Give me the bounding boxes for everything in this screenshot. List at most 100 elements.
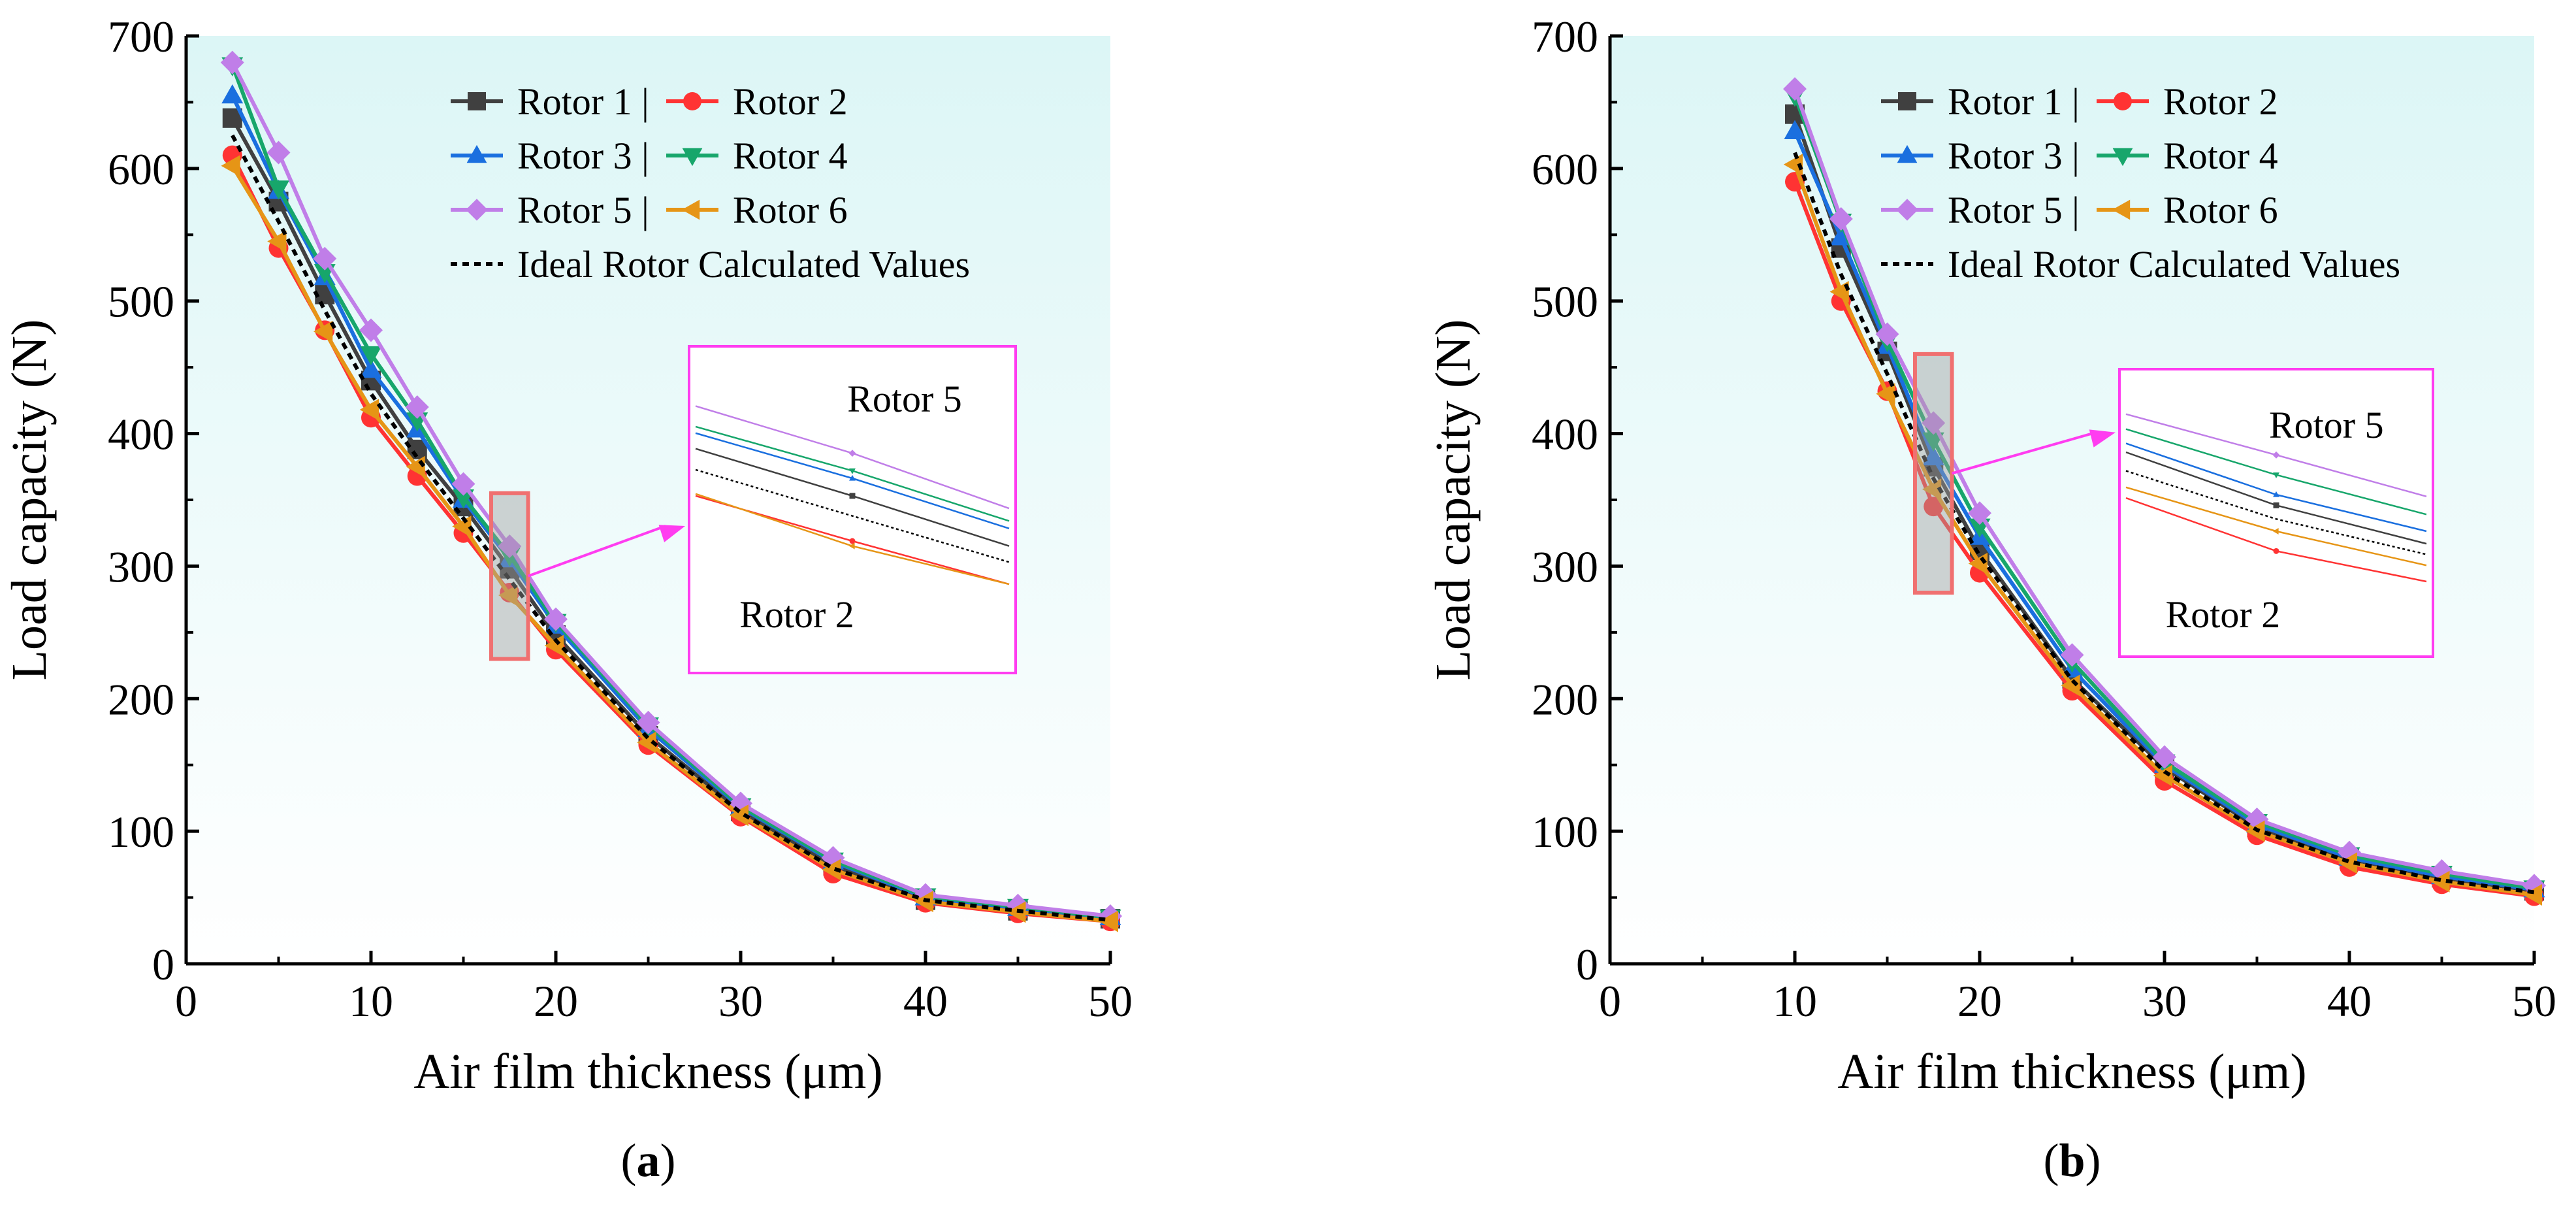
series-rotor-6: [221, 155, 1118, 932]
panel-label-paren-open: (: [2043, 1134, 2059, 1187]
series-ideal-rotor-calculated-values: [1793, 152, 2535, 895]
series-line: [231, 61, 1111, 918]
inset-data-point: [2272, 528, 2279, 534]
data-point: [221, 155, 240, 177]
zoom-highlight-box: [489, 491, 530, 661]
inset-connector-arrowhead: [658, 525, 685, 542]
panel-label-letter: b: [2059, 1134, 2085, 1187]
legend-item: Rotor 6: [2097, 189, 2278, 231]
legend: Rotor 1 | Rotor 2 Rotor 3 | Rotor 4 Rotor 5 …: [451, 80, 970, 286]
inset-label-rotor-2: Rotor 2: [739, 593, 854, 636]
legend-swatch-marker: [2112, 148, 2133, 167]
inset-data-point: [849, 474, 856, 481]
inset-label-rotor-5: Rotor 5: [847, 378, 962, 420]
data-point: [1875, 322, 1899, 346]
zoom-highlight-box: [1912, 352, 1954, 595]
inset-connector-line: [527, 525, 666, 578]
data-point: [729, 804, 749, 827]
panel-label-paren-close: ): [2085, 1134, 2101, 1187]
legend-item: Rotor 5 |: [1881, 189, 2080, 231]
data-point: [405, 395, 429, 419]
y-tick-label: 700: [1532, 12, 1598, 61]
data-point: [1922, 446, 1944, 466]
x-tick-label: 0: [1599, 976, 1621, 1026]
legend-label: Rotor 3 |: [517, 135, 649, 177]
data-point: [636, 710, 660, 734]
inset-connector-arrowhead: [2089, 429, 2116, 448]
legend: Rotor 1 | Rotor 2 Rotor 3 | Rotor 4 Rotor 5 …: [1881, 80, 2400, 286]
data-point: [822, 859, 841, 881]
inset-lines: [695, 405, 1010, 585]
inset-data-point: [849, 493, 856, 499]
data-point: [2061, 674, 2080, 697]
legend-item: Rotor 3 |: [1881, 135, 2080, 177]
data-point: [1968, 501, 1991, 525]
panel-label: (b): [2043, 1134, 2101, 1187]
legend-label: Ideal Rotor Calculated Values: [517, 243, 970, 286]
inset-connector-line: [1952, 431, 2097, 475]
data-point: [360, 358, 382, 378]
chart-panel-b: 0 100 200 300 400 500 600 700 0 10 20 30 40 50 Air fil…: [1426, 12, 2556, 1187]
legend-item: Rotor 1 |: [451, 80, 649, 123]
x-tick-label: 50: [2512, 976, 2556, 1026]
data-point: [544, 607, 568, 631]
data-point: [220, 50, 244, 74]
legend-swatch-marker: [2112, 199, 2131, 220]
series-ideal-rotor-calculated-values: [231, 134, 1111, 923]
legend-label: Rotor 5 |: [517, 189, 649, 231]
inset-frame: [2118, 368, 2434, 658]
data-point: [1922, 478, 1942, 501]
data-point: [1006, 901, 1026, 923]
legend-label: Ideal Rotor Calculated Values: [1948, 243, 2400, 286]
data-point: [1099, 910, 1118, 932]
y-tick-label: 600: [1532, 144, 1598, 194]
legend-swatch-marker: [466, 144, 487, 163]
y-tick-label: 200: [108, 674, 174, 724]
data-point: [1829, 206, 1853, 231]
legend-label: Rotor 4: [2163, 135, 2278, 177]
inset-data-point: [2273, 472, 2279, 478]
data-point: [1783, 154, 1803, 176]
data-point: [1924, 497, 1944, 517]
x-tick-label: 30: [2142, 976, 2187, 1026]
legend-item: Rotor 2: [666, 80, 848, 123]
data-point: [2522, 884, 2542, 906]
x-tick-label: 10: [1773, 976, 1817, 1026]
legend-item: Rotor 3 |: [451, 135, 649, 177]
inset-label-rotor-5: Rotor 5: [2269, 404, 2384, 446]
inset-data-point: [849, 468, 856, 474]
series-line: [231, 134, 1111, 923]
x-axis-title: Air film thickness (μm): [1837, 1044, 2306, 1099]
data-point: [451, 472, 475, 496]
inset-data-point: [848, 450, 856, 457]
inset-series-line: [695, 468, 1010, 563]
legend-label: Rotor 5 |: [1948, 189, 2080, 231]
inset-data-point: [2273, 491, 2279, 497]
legend-item: Rotor 4: [666, 135, 848, 177]
legend-label: Rotor 4: [733, 135, 848, 177]
legend-swatch-marker: [1896, 199, 1918, 221]
x-tick-label: 20: [534, 976, 578, 1026]
y-tick-label: 700: [108, 12, 174, 61]
data-point: [2153, 764, 2172, 787]
x-axis-title: Air film thickness (μm): [413, 1044, 882, 1099]
panel-label: (a): [621, 1134, 676, 1187]
y-tick-label: 100: [1532, 807, 1598, 857]
y-tick-label: 500: [108, 277, 174, 327]
y-tick-label: 400: [1532, 410, 1598, 459]
inset-series-line: [2125, 470, 2427, 555]
panel-label-paren-close: ): [660, 1134, 676, 1187]
data-point: [2060, 643, 2084, 667]
chart-panel-a: 0 100 200 300 400 500 600 700 0 10 20 30 40 50 Air fil…: [2, 12, 1133, 1187]
x-tick-label: 0: [175, 976, 197, 1026]
y-tick-label: 300: [108, 542, 174, 591]
legend-swatch-marker: [2114, 92, 2132, 110]
legend-label: Rotor 6: [733, 189, 848, 231]
x-tick-label: 40: [2327, 976, 2372, 1026]
data-point: [314, 320, 333, 342]
data-point: [637, 731, 656, 753]
x-tick-label: 20: [1957, 976, 2002, 1026]
x-tick-label: 30: [718, 976, 763, 1026]
legend-item: Rotor 4: [2097, 135, 2278, 177]
